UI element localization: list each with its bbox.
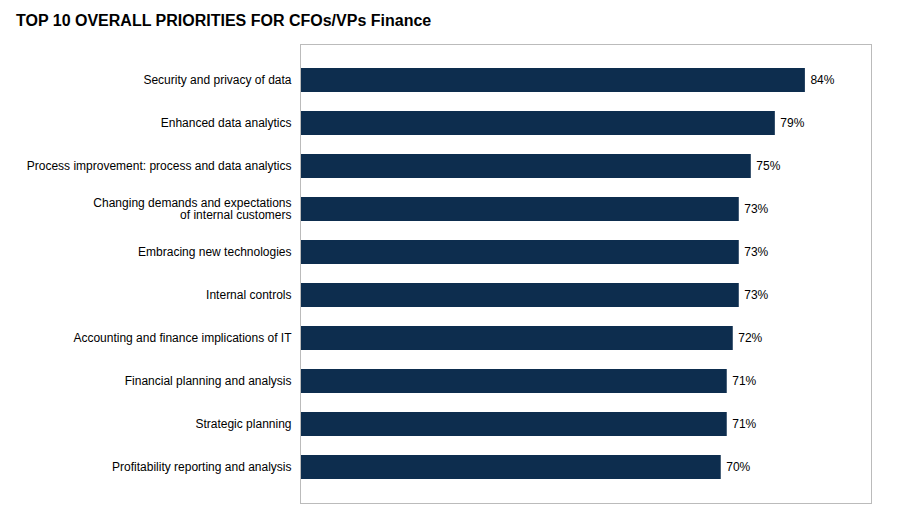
html-text:TOP 10 OVERALL PRIORITIES FOR: TOP 10 OVERALL PRIORITIES FOR CFOs/VPs F… — [16, 12, 432, 29]
svg-text:Security and privacy of data: Security and privacy of data — [143, 73, 291, 87]
svg-text:Accounting and finance implica: Accounting and finance implications of I… — [73, 331, 292, 345]
svg-text:Enhanced data analytics: Enhanced data analytics — [161, 116, 292, 130]
svg-text:Process improvement: process a: Process improvement: process and data an… — [27, 159, 292, 173]
svg-text:Changing demands and expectati: Changing demands and expectationsof inte… — [93, 196, 291, 222]
svg-text:73%: 73% — [744, 288, 768, 302]
svg-text:71%: 71% — [732, 374, 756, 388]
svg-text:73%: 73% — [744, 202, 768, 216]
svg-text:71%: 71% — [732, 417, 756, 431]
svg-text:70%: 70% — [726, 460, 750, 474]
svg-text:79%: 79% — [780, 116, 804, 130]
svg-text:75%: 75% — [756, 159, 780, 173]
svg-text:Strategic planning: Strategic planning — [195, 417, 291, 431]
svg-text:Embracing new technologies: Embracing new technologies — [138, 245, 291, 259]
svg-text:Profitability reporting and an: Profitability reporting and analysis — [112, 460, 291, 474]
svg-text:84%: 84% — [810, 73, 834, 87]
svg-text:Internal controls: Internal controls — [206, 288, 291, 302]
svg-text:72%: 72% — [738, 331, 762, 345]
svg-text:Financial planning and analysi: Financial planning and analysis — [125, 374, 292, 388]
svg-text:73%: 73% — [744, 245, 768, 259]
